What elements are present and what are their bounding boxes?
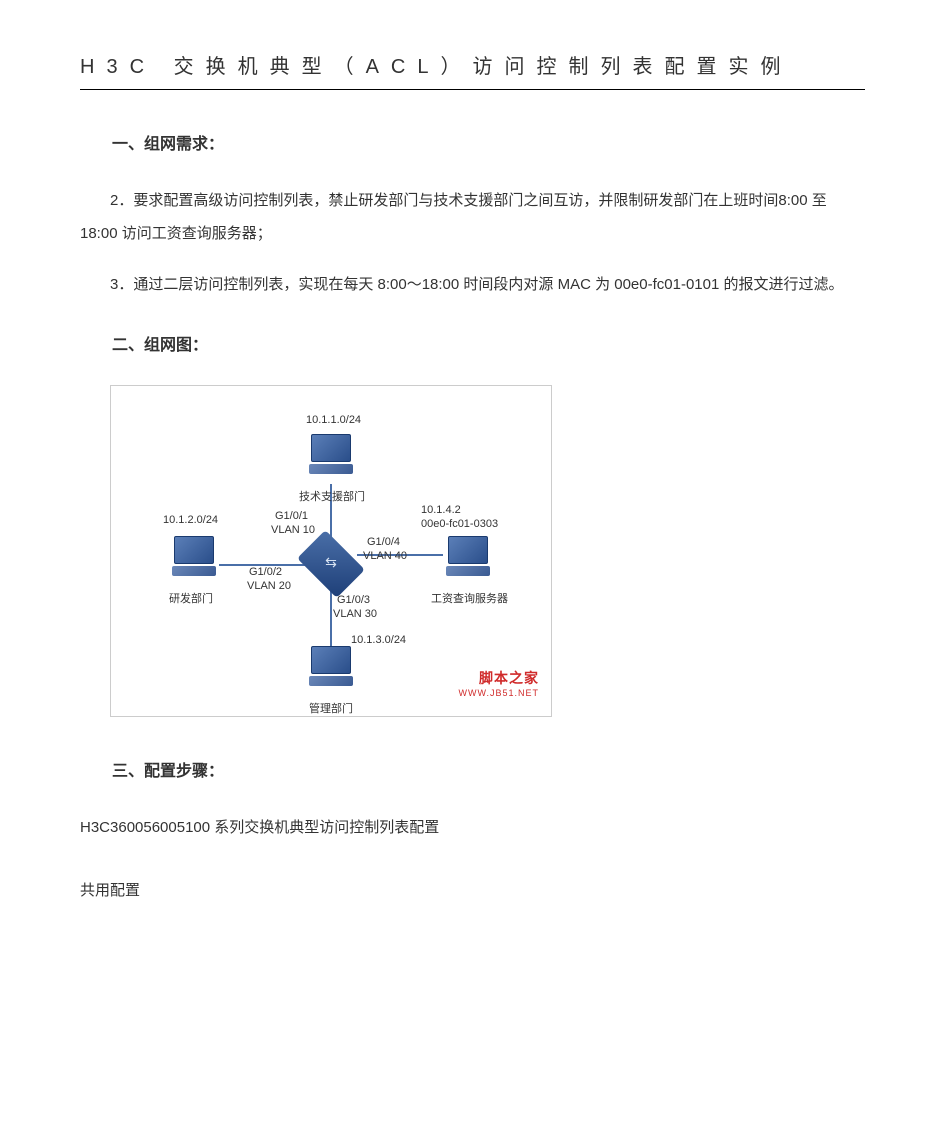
port-top-label: G1/0/1 [275,510,308,522]
pc-bottom-icon [306,646,356,696]
vlan-top-label: VLAN 10 [271,524,315,536]
top-ip-label: 10.1.1.0/24 [306,414,361,426]
pc-right-icon [443,536,493,586]
section-3-heading: 三、配置步骤： [80,757,865,781]
page-title: H3C 交换机典型（ACL）访问控制列表配置实例 [80,50,865,90]
vlan-bottom-label: VLAN 30 [333,608,377,620]
port-left-label: G1/0/2 [249,566,282,578]
right-name-label: 工资查询服务器 [431,590,508,606]
port-bottom-label: G1/0/3 [337,594,370,606]
switch-icon: ⇆ [297,530,365,598]
top-name-label: 技术支援部门 [299,488,365,504]
watermark-text-1: 脚本之家 [458,668,539,688]
vlan-left-label: VLAN 20 [247,580,291,592]
pc-top-icon [306,434,356,484]
bottom-ip-label: 10.1.3.0/24 [351,634,406,646]
right-ip-label: 10.1.4.2 [421,504,461,516]
requirement-2: 2．要求配置高级访问控制列表，禁止研发部门与技术支援部门之间互访，并限制研发部门… [80,184,865,250]
section-1-heading: 一、组网需求： [80,130,865,154]
pc-left-icon [169,536,219,586]
left-name-label: 研发部门 [169,590,213,606]
section-2-heading: 二、组网图： [80,331,865,355]
right-mac-label: 00e0-fc01-0303 [421,518,498,530]
bottom-name-label: 管理部门 [309,700,353,716]
config-line-1: H3C360056005100 系列交换机典型访问控制列表配置 [80,811,865,844]
port-right-label: G1/0/4 [367,536,400,548]
watermark: 脚本之家 WWW.JB51.NET [458,668,539,698]
link-bottom [330,586,332,648]
vlan-right-label: VLAN 40 [363,550,407,562]
requirement-3: 3．通过二层访问控制列表，实现在每天 8:00～18:00 时间段内对源 MAC… [80,268,865,301]
left-ip-label: 10.1.2.0/24 [163,514,218,526]
network-diagram: ⇆ 10.1.1.0/24 技术支援部门 10.1.2.0/24 研发部门 10… [110,385,552,717]
watermark-text-2: WWW.JB51.NET [458,688,539,698]
config-line-2: 共用配置 [80,874,865,907]
